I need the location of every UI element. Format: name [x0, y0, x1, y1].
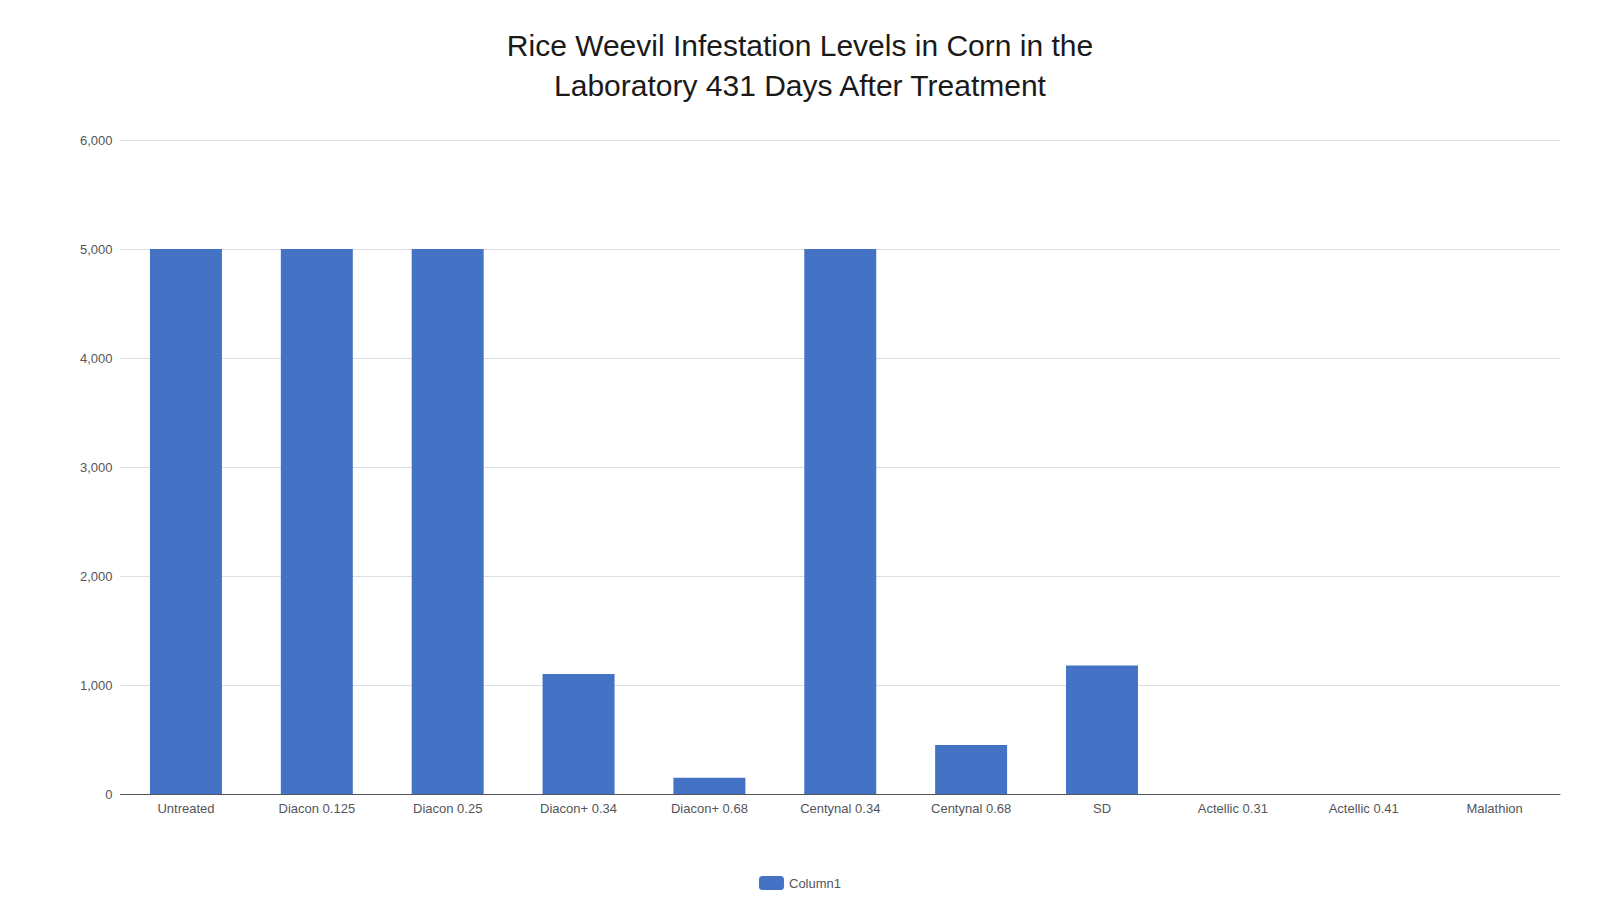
- svg-text:Diacon+ 0.34: Diacon+ 0.34: [540, 801, 617, 816]
- svg-text:Diacon 0.125: Diacon 0.125: [279, 801, 356, 816]
- svg-text:Laboratory 431 Days After Trea: Laboratory 431 Days After Treatment: [554, 69, 1047, 102]
- svg-text:3,000: 3,000: [80, 460, 113, 475]
- svg-text:Malathion: Malathion: [1466, 801, 1522, 816]
- svg-text:Rice Weevil Infestation Levels: Rice Weevil Infestation Levels in Corn i…: [507, 29, 1093, 62]
- svg-text:5,000: 5,000: [80, 242, 113, 257]
- svg-text:Actellic 0.31: Actellic 0.31: [1198, 801, 1268, 816]
- svg-text:Centynal 0.34: Centynal 0.34: [800, 801, 880, 816]
- svg-text:2,000: 2,000: [80, 569, 113, 584]
- svg-text:SD: SD: [1093, 801, 1111, 816]
- svg-text:0: 0: [105, 787, 112, 802]
- svg-text:1,000: 1,000: [80, 678, 113, 693]
- svg-text:Untreated: Untreated: [157, 801, 214, 816]
- svg-text:Diacon 0.25: Diacon 0.25: [413, 801, 482, 816]
- svg-text:Centynal 0.68: Centynal 0.68: [931, 801, 1011, 816]
- svg-text:4,000: 4,000: [80, 351, 113, 366]
- svg-text:Column1: Column1: [789, 876, 841, 891]
- svg-text:6,000: 6,000: [80, 133, 113, 148]
- svg-text:Actellic 0.41: Actellic 0.41: [1329, 801, 1399, 816]
- svg-text:Diacon+ 0.68: Diacon+ 0.68: [671, 801, 748, 816]
